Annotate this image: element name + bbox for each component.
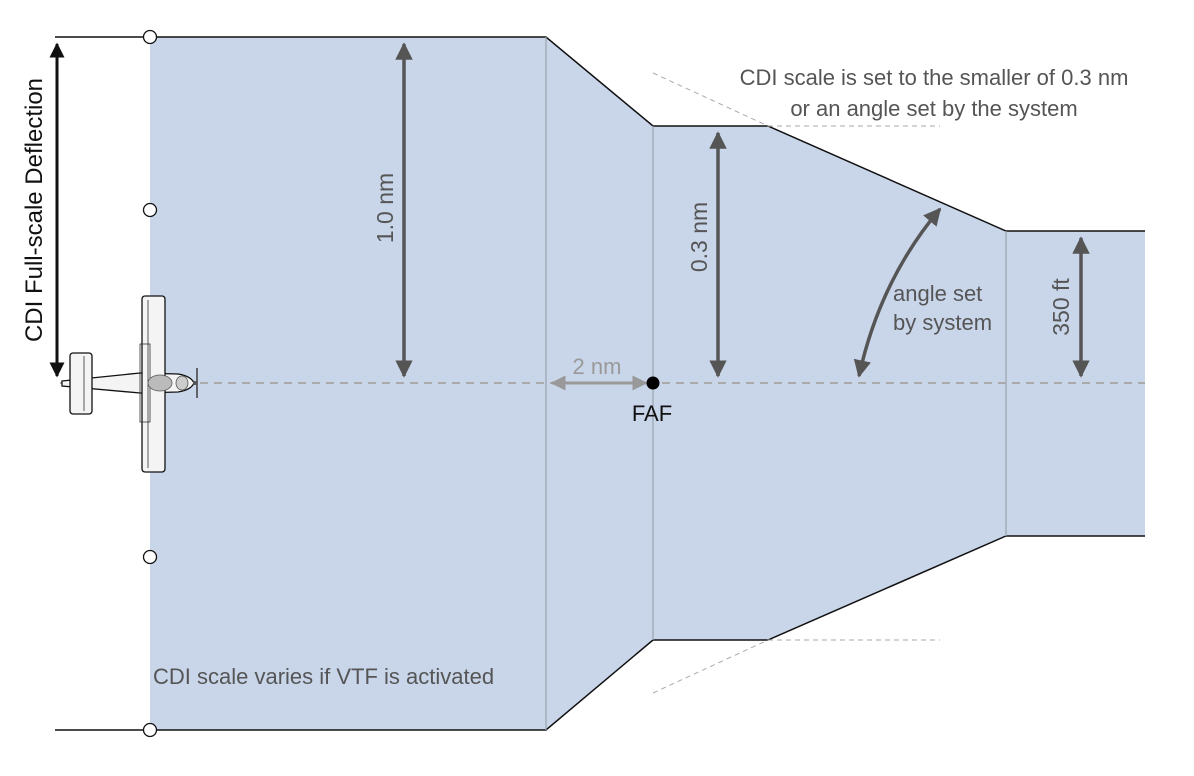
cdi-full-scale-label: CDI Full-scale Deflection — [21, 78, 48, 342]
dimension-label-03nm: 0.3 nm — [686, 202, 712, 272]
corridor-bottom-edge — [55, 535, 1145, 731]
cdi-dot-icon — [142, 202, 158, 218]
airplane-top-view-icon — [61, 295, 198, 473]
cdi-dot-icon — [142, 722, 158, 738]
faf-label: FAF — [632, 401, 672, 426]
cdi-dot-icon — [142, 29, 158, 45]
cdi-scale-note-line2: or an angle set by the system — [790, 96, 1077, 121]
cdi-scale-note-line1: CDI scale is set to the smaller of 0.3 n… — [740, 65, 1129, 90]
dimension-label-350ft: 350 ft — [1048, 278, 1074, 336]
vtf-note: CDI scale varies if VTF is activated — [153, 664, 494, 689]
cdi-dot-icon — [142, 549, 158, 565]
angle-label-line1: angle set — [893, 281, 982, 306]
dimension-label-2nm: 2 nm — [573, 354, 622, 379]
corridor-top-edge — [55, 36, 1145, 232]
angle-label-line2: by system — [893, 310, 992, 335]
angle-arc-arrow — [853, 207, 942, 378]
guide-dashed-line — [652, 72, 769, 127]
faf-fix-dot — [646, 376, 660, 390]
dimension-label-1nm: 1.0 nm — [372, 173, 398, 243]
guide-dashed-line — [652, 639, 769, 694]
